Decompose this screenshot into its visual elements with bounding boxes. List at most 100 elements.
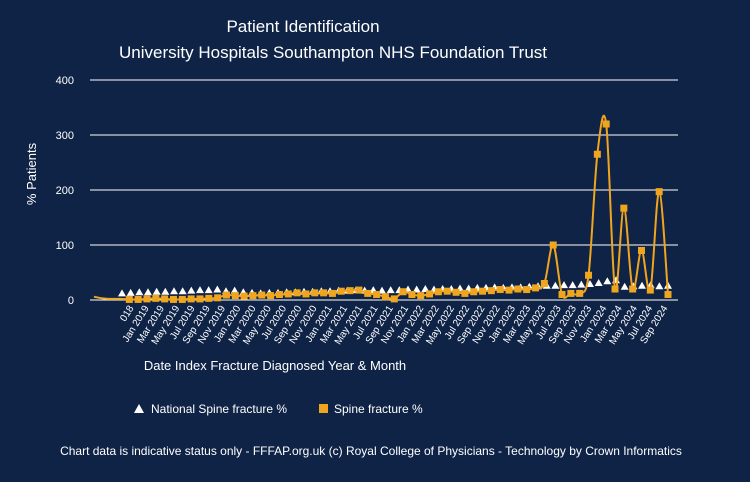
spine-point bbox=[620, 204, 628, 212]
spine-point bbox=[152, 294, 160, 302]
series-group bbox=[93, 114, 672, 303]
national-point bbox=[386, 286, 395, 294]
spine-point bbox=[461, 289, 469, 297]
national-point bbox=[135, 288, 144, 296]
national-point bbox=[118, 289, 126, 297]
spine-point bbox=[240, 292, 248, 300]
national-point bbox=[560, 281, 568, 289]
spine-point bbox=[214, 294, 222, 302]
national-point bbox=[170, 287, 178, 295]
spine-point bbox=[576, 289, 584, 297]
y-tick-label: 300 bbox=[56, 130, 74, 142]
spine-point bbox=[178, 295, 186, 303]
spine-point bbox=[364, 289, 372, 297]
spine-point bbox=[479, 287, 487, 295]
spine-point bbox=[328, 289, 336, 297]
national-point bbox=[577, 280, 586, 288]
spine-point bbox=[558, 291, 566, 298]
spine-point bbox=[284, 290, 292, 298]
spine-point bbox=[258, 291, 266, 299]
spine-point bbox=[496, 286, 504, 294]
spine-point bbox=[638, 247, 646, 254]
y-tick-label: 400 bbox=[56, 75, 74, 87]
national-point bbox=[161, 287, 170, 295]
spine-point bbox=[611, 285, 619, 293]
y-axis-ticks: 0 100 200 300 400 bbox=[56, 75, 74, 307]
spine-point bbox=[514, 285, 522, 293]
national-point bbox=[204, 286, 213, 294]
spine-point bbox=[311, 289, 319, 297]
chart-subtitle: University Hospitals Southampton NHS Fou… bbox=[119, 43, 547, 62]
x-axis-label: Date Index Fracture Diagnosed Year & Mon… bbox=[144, 358, 406, 373]
national-point bbox=[196, 286, 204, 294]
spine-point bbox=[355, 286, 363, 294]
grid bbox=[90, 79, 678, 301]
spine-point bbox=[161, 295, 169, 303]
spine-point bbox=[399, 288, 407, 296]
y-tick-label: 0 bbox=[68, 295, 74, 307]
national-point bbox=[655, 282, 664, 290]
spine-point bbox=[505, 286, 513, 294]
spine-point bbox=[381, 293, 389, 301]
national-point bbox=[620, 282, 629, 290]
national-point bbox=[144, 288, 152, 296]
spine-point bbox=[125, 295, 133, 303]
national-point bbox=[603, 277, 612, 285]
spine-point bbox=[417, 292, 425, 300]
spine-point bbox=[434, 288, 442, 296]
spine-point bbox=[346, 287, 354, 295]
y-tick-label: 100 bbox=[56, 240, 74, 252]
spine-point bbox=[443, 287, 451, 295]
national-point bbox=[230, 286, 239, 294]
footer-note: Chart data is indicative status only - F… bbox=[60, 444, 682, 458]
spine-point bbox=[585, 271, 593, 279]
spine-point bbox=[655, 188, 663, 196]
spine-point bbox=[302, 290, 310, 298]
national-point bbox=[586, 280, 594, 288]
national-point bbox=[152, 287, 161, 295]
legend-spine-marker bbox=[319, 404, 328, 413]
spine-point bbox=[390, 295, 398, 303]
national-point bbox=[213, 285, 222, 293]
legend: National Spine fracture % Spine fracture… bbox=[134, 402, 423, 416]
spine-point bbox=[320, 289, 328, 297]
national-point bbox=[568, 281, 577, 289]
national-point bbox=[187, 286, 196, 294]
legend-spine-label: Spine fracture % bbox=[334, 402, 423, 416]
spine-point bbox=[231, 292, 239, 300]
spine-point bbox=[540, 280, 548, 287]
chart-title: Patient Identification bbox=[226, 17, 379, 36]
national-point bbox=[421, 285, 430, 292]
national-point bbox=[638, 281, 646, 289]
spine-point bbox=[373, 291, 381, 298]
spine-point bbox=[602, 120, 610, 128]
spine-point bbox=[549, 241, 557, 249]
spine-point bbox=[646, 286, 654, 294]
spine-line bbox=[93, 114, 669, 301]
national-point bbox=[412, 285, 421, 293]
spine-point bbox=[293, 289, 301, 297]
legend-national-marker bbox=[134, 404, 144, 413]
spine-point bbox=[187, 295, 195, 303]
spine-point bbox=[196, 295, 204, 303]
national-point bbox=[551, 281, 560, 289]
spine-point bbox=[249, 292, 257, 300]
spine-point bbox=[523, 286, 531, 294]
y-tick-label: 200 bbox=[56, 185, 74, 197]
national-point bbox=[178, 287, 187, 295]
spine-point bbox=[169, 295, 177, 303]
spine-point bbox=[134, 295, 142, 303]
legend-national-label: National Spine fracture % bbox=[151, 402, 287, 416]
series-spine bbox=[93, 114, 672, 303]
national-point bbox=[126, 288, 135, 296]
spine-point bbox=[664, 291, 672, 298]
spine-point bbox=[487, 287, 495, 295]
spine-point bbox=[452, 288, 460, 296]
spine-point bbox=[275, 291, 283, 298]
spine-point bbox=[205, 294, 213, 302]
spine-point bbox=[629, 285, 637, 293]
spine-point bbox=[337, 287, 345, 295]
